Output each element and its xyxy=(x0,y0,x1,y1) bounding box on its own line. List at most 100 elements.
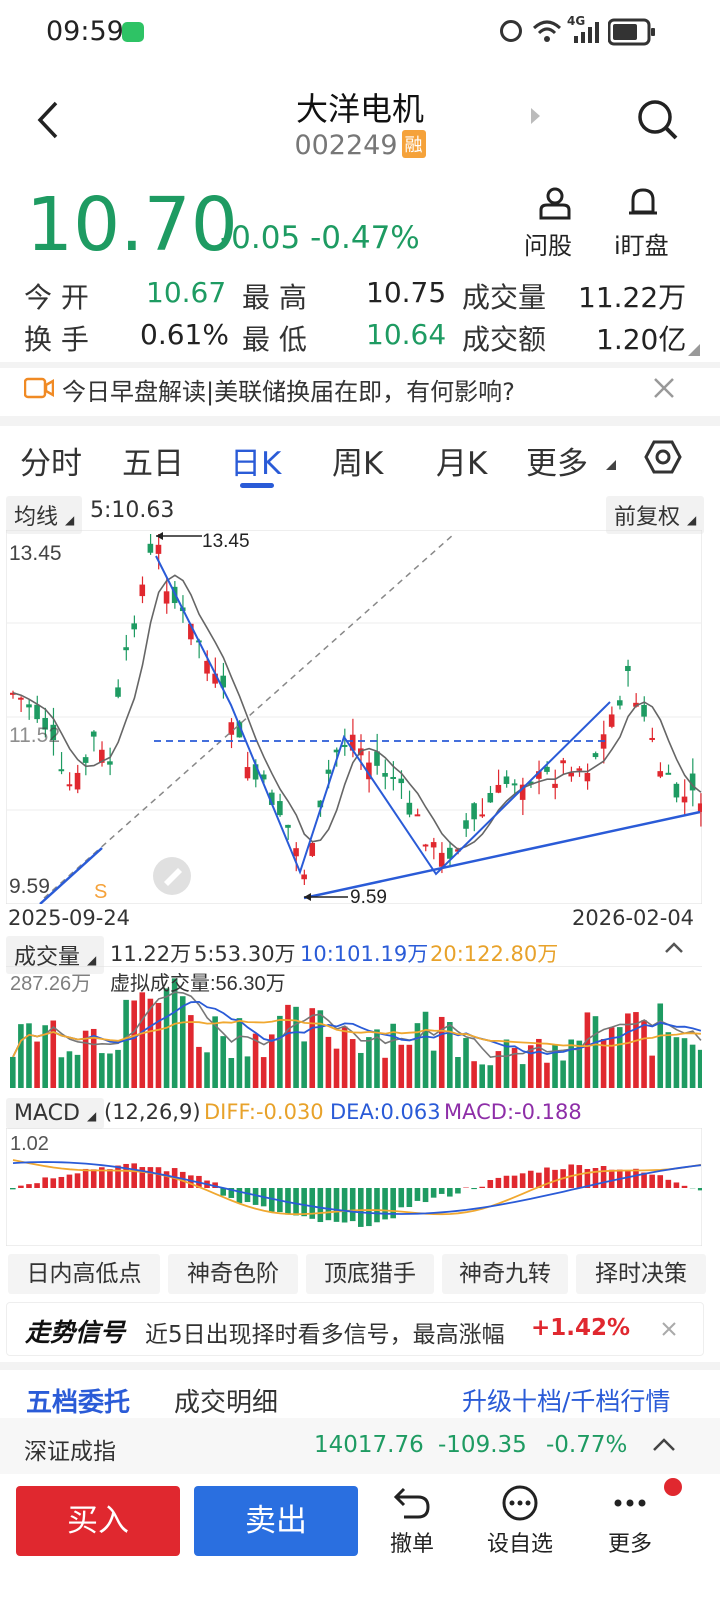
index-ticker[interactable]: 深证成指 14017.76 -109.35 -0.77% xyxy=(0,1418,720,1474)
candle-body xyxy=(382,773,388,777)
next-stock-icon[interactable] xyxy=(528,106,542,126)
sell-button[interactable]: 卖出 xyxy=(194,1486,358,1556)
close-icon[interactable] xyxy=(652,376,676,400)
more-dropdown-icon xyxy=(606,460,616,470)
volume-bar xyxy=(147,998,154,1088)
settings-hex-icon[interactable] xyxy=(644,438,682,476)
candle-body xyxy=(34,704,40,720)
macd-bar xyxy=(382,1188,388,1220)
macd-chart[interactable]: 1.02 xyxy=(6,1128,702,1246)
volume-bar xyxy=(50,1020,57,1088)
macd-bar xyxy=(268,1188,275,1212)
volume-bar xyxy=(82,1030,89,1088)
macd-bar xyxy=(625,1170,631,1188)
tab-trade-detail[interactable]: 成交明细 xyxy=(174,1388,279,1418)
adjust-selector[interactable]: 前复权 ◢ xyxy=(606,496,705,534)
tool-color-scale[interactable]: 神奇色阶 xyxy=(168,1254,298,1294)
signal-logo: 走势信号 xyxy=(25,1318,126,1347)
volume-bar xyxy=(616,1027,623,1088)
volume-bar xyxy=(10,1056,16,1088)
macd-bar xyxy=(414,1188,421,1201)
candle-body xyxy=(123,647,129,651)
add-watchlist-button[interactable]: 设自选 xyxy=(482,1484,558,1558)
search-icon[interactable] xyxy=(636,98,680,142)
macd-bar xyxy=(107,1169,113,1188)
tab-five-day[interactable]: 五日 xyxy=(122,446,184,482)
collapse-icon[interactable] xyxy=(664,940,684,954)
macd-bar xyxy=(649,1174,655,1188)
upgrade-depth-link[interactable]: 升级十档/千档行情 xyxy=(462,1387,671,1416)
close-icon[interactable] xyxy=(661,1321,677,1337)
divider xyxy=(0,1362,720,1370)
news-bar[interactable]: 今日早盘解读|美联储换届在即，有何影响? xyxy=(0,368,720,414)
candle-body xyxy=(366,762,372,780)
macd-selector[interactable]: MACD ◢ xyxy=(6,1098,105,1129)
volume-ma5: 5:53.30万 xyxy=(194,942,296,966)
candle-body xyxy=(26,704,32,708)
tab-more[interactable]: 更多 xyxy=(526,446,588,482)
volume-bar xyxy=(179,996,186,1088)
volume-bar xyxy=(430,1050,437,1088)
expand-icon[interactable] xyxy=(652,1436,676,1452)
expand-corner-icon[interactable] xyxy=(688,344,702,356)
low-marker-label: 9.59 xyxy=(350,887,387,904)
signal-banner[interactable]: 走势信号 近5日出现择时看多信号，最高涨幅 +1.42% xyxy=(6,1302,704,1356)
macd-bar xyxy=(447,1188,453,1197)
buy-button[interactable]: 买入 xyxy=(16,1486,180,1556)
volume-bar xyxy=(649,1055,655,1088)
candle-body xyxy=(260,774,267,780)
wave-lines xyxy=(155,555,611,876)
volume-bar xyxy=(188,1015,194,1088)
ask-stock-label[interactable]: 问股 xyxy=(524,232,572,260)
candle-body xyxy=(18,697,24,700)
volume-bar xyxy=(66,1051,73,1088)
tool-timing[interactable]: 择时决策 xyxy=(576,1254,706,1294)
tab-monthly-k[interactable]: 月K xyxy=(436,446,488,482)
cancel-order-button[interactable]: 撤单 xyxy=(380,1484,444,1558)
macd-bar xyxy=(633,1168,639,1188)
candle-body xyxy=(50,724,57,741)
macd-bar xyxy=(123,1163,129,1188)
back-icon[interactable] xyxy=(34,100,62,140)
watch-button[interactable] xyxy=(626,186,660,224)
tab-daily-k[interactable]: 日K xyxy=(230,446,282,482)
candle-body xyxy=(220,675,227,688)
volume-bar xyxy=(260,1057,267,1088)
volume-bar xyxy=(18,1024,24,1088)
candle-body xyxy=(82,757,89,763)
volume-bar xyxy=(317,1010,324,1088)
macd-bar xyxy=(503,1175,510,1188)
macd-bar xyxy=(212,1182,218,1188)
open-value: 10.67 xyxy=(146,276,227,309)
ma-selector[interactable]: 均线 ◢ xyxy=(6,496,83,534)
ma-line xyxy=(12,574,702,851)
tool-intraday-highlow[interactable]: 日内高低点 xyxy=(8,1254,160,1294)
macd-bar xyxy=(511,1175,518,1188)
volume-ma20-line xyxy=(12,1018,701,1058)
watch-label[interactable]: i盯盘 xyxy=(614,232,669,260)
volume-bar xyxy=(26,1023,32,1088)
volume-bar xyxy=(633,1012,639,1088)
macd-bar xyxy=(608,1169,615,1188)
candle-body xyxy=(107,761,113,765)
tab-order-book[interactable]: 五档委托 xyxy=(26,1388,131,1418)
tool-top-bottom-hunter[interactable]: 顶底猎手 xyxy=(306,1254,434,1294)
turnover-label: 换 手 xyxy=(24,323,89,356)
candle-body xyxy=(244,767,251,779)
macd-bar xyxy=(479,1186,485,1188)
tab-intraday[interactable]: 分时 xyxy=(20,446,82,482)
volume-bar xyxy=(503,1039,510,1088)
stock-code-line: 002249 融 xyxy=(0,130,720,161)
candlestick-chart[interactable]: 13.45 9.59 13.45 11.52 9.59 S xyxy=(6,530,702,904)
macd-bar xyxy=(600,1166,607,1188)
tab-weekly-k[interactable]: 周K xyxy=(332,446,384,482)
candle-body xyxy=(552,783,558,788)
more-button[interactable]: 更多 xyxy=(598,1484,662,1558)
volume-bar xyxy=(196,1046,202,1088)
index-value: 14017.76 xyxy=(314,1432,424,1458)
tool-magic-nine[interactable]: 神奇九转 xyxy=(442,1254,568,1294)
volume-bar xyxy=(34,1041,40,1088)
volume-bar xyxy=(447,1022,453,1088)
volume-chart[interactable]: 287.26万 虚拟成交量:56.30万 xyxy=(6,966,702,1090)
ask-stock-button[interactable] xyxy=(530,186,580,224)
